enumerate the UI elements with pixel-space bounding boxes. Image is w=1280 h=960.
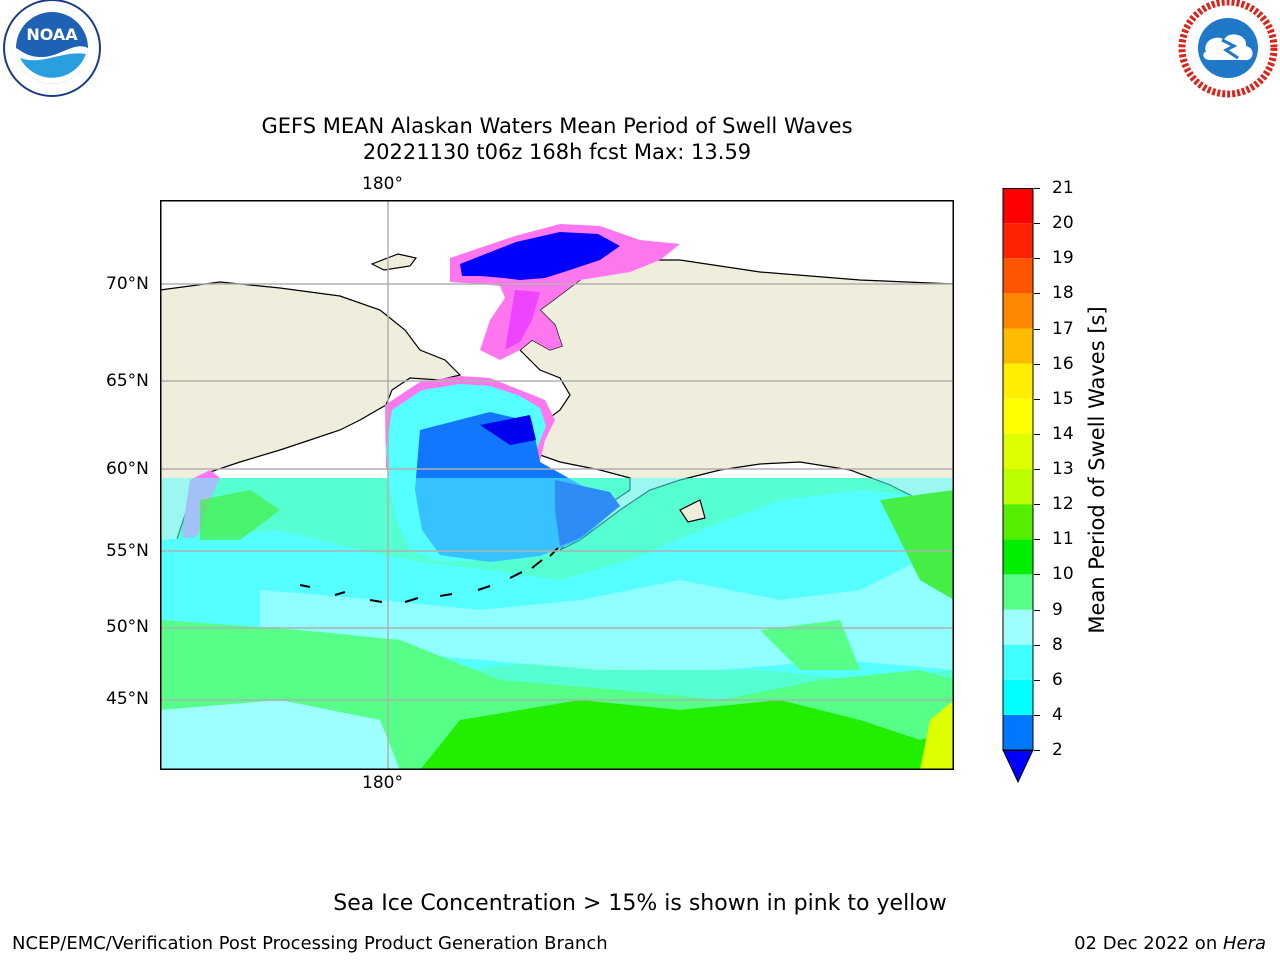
colorbar-tick-label: 20 xyxy=(1052,213,1074,234)
colorbar-tick-mark xyxy=(1034,644,1040,646)
colorbar-tick-label: 13 xyxy=(1052,459,1074,479)
colorbar-segment xyxy=(1003,258,1033,294)
colorbar-tick-label: 19 xyxy=(1052,248,1074,269)
sea-ice-core xyxy=(460,232,620,280)
colorbar-tick-mark xyxy=(1034,258,1040,260)
colorbar-tick-label: 6 xyxy=(1052,669,1063,690)
colorbar-tick-label: 21 xyxy=(1052,178,1074,198)
colorbar-tick-mark xyxy=(1034,433,1040,435)
colorbar-tick-mark xyxy=(1034,223,1040,225)
colorbar-segment xyxy=(1003,539,1033,575)
colorbar-segment xyxy=(1003,679,1033,715)
noaa-logo-text: NOAA xyxy=(26,25,78,44)
colorbar-tick-mark xyxy=(1034,750,1040,751)
date-stamp: 02 Dec 2022 on Hera xyxy=(1074,933,1266,955)
map-canvas xyxy=(160,200,954,770)
colorbar-segment xyxy=(1003,363,1033,399)
colorbar-segment xyxy=(1003,574,1033,610)
colorbar-tick-label: 11 xyxy=(1052,529,1074,550)
colorbar-tick-mark xyxy=(1034,469,1040,470)
colorbar-tick-label: 10 xyxy=(1052,564,1074,585)
lat-label-70: 70°N xyxy=(106,274,149,294)
colorbar-tick-label: 18 xyxy=(1052,283,1074,304)
noaa-logo: NOAA xyxy=(2,0,102,100)
colorbar-tick-label: 14 xyxy=(1052,423,1074,444)
colorbar-tick-label: 9 xyxy=(1052,599,1063,620)
colorbar-tick-mark xyxy=(1034,714,1040,716)
colorbar-segment xyxy=(1003,644,1033,680)
land-wrangel-island xyxy=(370,253,418,271)
colorbar-tick-mark xyxy=(1034,609,1040,611)
colorbar-tick-mark xyxy=(1034,398,1040,400)
lat-label-65: 65°N xyxy=(106,371,149,391)
colorbar-tick-mark xyxy=(1034,188,1040,189)
lon-label-top: 180° xyxy=(362,174,403,194)
colorbar-tick-mark xyxy=(1034,504,1040,506)
colorbar-tick-label: 16 xyxy=(1052,353,1074,374)
lat-label-50: 50°N xyxy=(106,617,149,637)
colorbar-tick-mark xyxy=(1034,574,1040,576)
lon-label-bottom: 180° xyxy=(362,773,403,793)
map-title: GEFS MEAN Alaskan Waters Mean Period of … xyxy=(261,114,853,138)
colorbar-segment xyxy=(1003,609,1033,645)
colorbar-title-text: Mean Period of Swell Waves [s] xyxy=(1085,306,1109,634)
colorbar-segment xyxy=(1003,504,1033,540)
colorbar-tick-label: 17 xyxy=(1052,318,1074,339)
colorbar-tick-label: 12 xyxy=(1052,494,1074,515)
colorbar-tick-label: 2 xyxy=(1052,740,1063,760)
colorbar-segment xyxy=(1003,433,1033,469)
colorbar-tick-mark xyxy=(1034,539,1040,541)
colorbar-segment xyxy=(1003,469,1033,505)
colorbar-tick-mark xyxy=(1034,363,1040,365)
lat-label-55: 55°N xyxy=(106,541,149,561)
lat-label-45: 45°N xyxy=(106,689,149,709)
colorbar-segment xyxy=(1003,188,1033,224)
colorbar xyxy=(1002,188,1036,784)
credit-text: NCEP/EMC/Verification Post Processing Pr… xyxy=(12,933,608,954)
lat-label-60: 60°N xyxy=(106,459,149,479)
nws-logo xyxy=(1178,0,1278,100)
colorbar-tick-mark xyxy=(1034,328,1040,330)
colorbar-tick-label: 4 xyxy=(1052,704,1063,725)
pacific-bright-green xyxy=(420,700,954,770)
colorbar-segment xyxy=(1003,714,1033,750)
colorbar-tick-label: 8 xyxy=(1052,634,1063,655)
colorbar-tick-mark xyxy=(1034,679,1040,681)
colorbar-segment xyxy=(1003,398,1033,434)
colorbar-svg xyxy=(1002,188,1034,784)
machine-name: Hera xyxy=(1222,933,1266,954)
colorbar-extend-arrow xyxy=(1002,749,1034,784)
date-text: 02 Dec 2022 on xyxy=(1074,933,1223,954)
aleutian-islands xyxy=(299,547,559,603)
map-subtitle: 20221130 t06z 168h fcst Max: 13.59 xyxy=(362,140,752,164)
sea-ice-note: Sea Ice Concentration > 15% is shown in … xyxy=(333,891,947,916)
colorbar-segment xyxy=(1003,293,1033,329)
graticule xyxy=(160,200,954,770)
colorbar-segment xyxy=(1003,223,1033,259)
colorbar-tick-label: 15 xyxy=(1052,388,1074,409)
colorbar-segment xyxy=(1003,328,1033,364)
colorbar-border xyxy=(1002,188,1034,751)
colorbar-tick-mark xyxy=(1034,293,1040,295)
map-panel xyxy=(160,200,954,770)
